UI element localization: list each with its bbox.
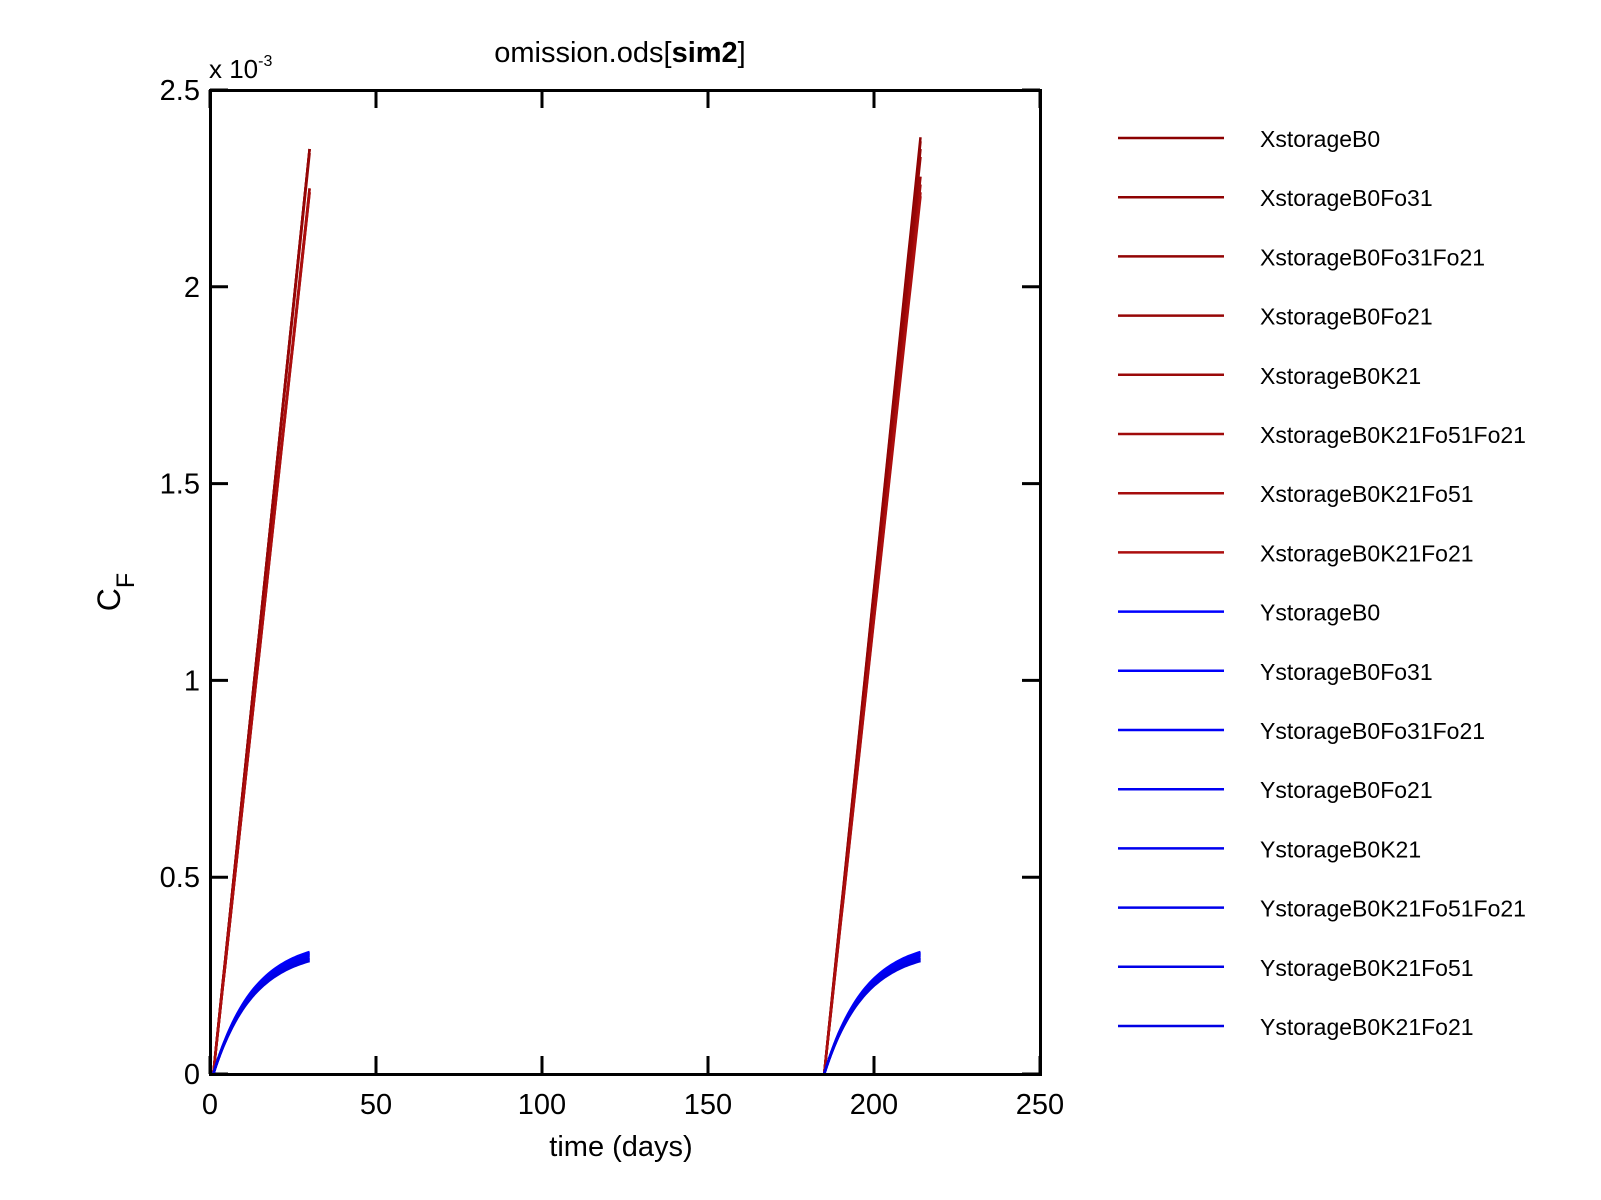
legend-label: XstorageB0K21 bbox=[1260, 363, 1421, 389]
legend-label: YstorageB0K21Fo21 bbox=[1260, 1014, 1474, 1040]
y-axis-label-sub: F bbox=[112, 573, 140, 588]
series-line bbox=[212, 192, 922, 1075]
series-line bbox=[212, 959, 921, 1075]
series-segment bbox=[823, 956, 921, 1075]
series-segment bbox=[823, 952, 921, 1075]
series-line bbox=[212, 152, 922, 1075]
series-segment bbox=[212, 958, 310, 1075]
x-tick-label: 200 bbox=[850, 1089, 898, 1121]
y-tick-label: 2 bbox=[184, 272, 200, 304]
legend-label: XstorageB0Fo31 bbox=[1260, 185, 1433, 211]
series-line bbox=[212, 148, 922, 1075]
series-line bbox=[212, 137, 922, 1075]
chart-title-end: ] bbox=[738, 37, 746, 69]
y-tick-label: 1 bbox=[184, 665, 200, 697]
series-segment bbox=[212, 959, 310, 1075]
plot-frame bbox=[209, 89, 1042, 1076]
legend-label: YstorageB0Fo21 bbox=[1260, 777, 1433, 803]
y-exponent-label: x 10-3 bbox=[209, 53, 272, 84]
y-axis-label-main: C bbox=[91, 588, 127, 611]
legend-label: XstorageB0K21Fo21 bbox=[1260, 540, 1474, 566]
legend-label: YstorageB0K21Fo51 bbox=[1260, 955, 1474, 981]
x-tick-label: 100 bbox=[518, 1089, 566, 1121]
series-line bbox=[212, 184, 922, 1075]
legend-label: XstorageB0K21Fo51Fo21 bbox=[1260, 422, 1526, 448]
legend-label: YstorageB0Fo31 bbox=[1260, 659, 1433, 685]
series-line bbox=[212, 176, 922, 1075]
chart-title-bold: sim2 bbox=[672, 37, 738, 69]
series-line bbox=[212, 957, 921, 1075]
series-segment bbox=[212, 956, 310, 1075]
series-segment bbox=[212, 953, 310, 1075]
series-line bbox=[212, 952, 921, 1075]
series-line bbox=[212, 954, 921, 1075]
series-line bbox=[212, 956, 921, 1075]
chart-title-main: omission.ods[ bbox=[494, 37, 671, 69]
y-tick-label: 0 bbox=[184, 1059, 200, 1091]
series-line bbox=[212, 192, 922, 1075]
series-line bbox=[212, 958, 921, 1075]
legend-label: YstorageB0K21Fo51Fo21 bbox=[1260, 896, 1526, 922]
y-exponent-power: -3 bbox=[258, 53, 272, 70]
legend-label: XstorageB0 bbox=[1260, 126, 1380, 152]
series-segment bbox=[823, 959, 921, 1075]
y-tick-label: 2.5 bbox=[160, 75, 200, 107]
chart-title: omission.ods[sim2] bbox=[494, 37, 745, 69]
series-segment bbox=[823, 954, 921, 1075]
plot-lines bbox=[212, 137, 922, 1075]
legend-label: YstorageB0 bbox=[1260, 600, 1380, 626]
x-tick-label: 250 bbox=[1016, 1089, 1064, 1121]
y-axis-label: CF bbox=[91, 573, 140, 611]
x-tick-label: 0 bbox=[202, 1089, 218, 1121]
legend-label: XstorageB0Fo21 bbox=[1260, 304, 1433, 330]
series-segment bbox=[823, 950, 921, 1075]
legend-label: YstorageB0Fo31Fo21 bbox=[1260, 718, 1485, 744]
legend-label: XstorageB0Fo31Fo21 bbox=[1260, 244, 1485, 270]
series-line bbox=[212, 950, 921, 1075]
series-segment bbox=[823, 953, 921, 1075]
legend-label: YstorageB0K21 bbox=[1260, 836, 1421, 862]
series-segment bbox=[212, 952, 310, 1075]
y-exponent-prefix: x 10 bbox=[209, 54, 258, 84]
series-line bbox=[212, 141, 922, 1075]
axis-tick-labels: 0 50 100 150 200 250 0 0.5 1 1.5 2 2.5 bbox=[160, 75, 1065, 1121]
x-axis-label: time (days) bbox=[549, 1131, 692, 1163]
series-segment bbox=[212, 957, 310, 1075]
series-segment bbox=[212, 950, 310, 1075]
series-segment bbox=[822, 196, 922, 1075]
series-segment bbox=[823, 957, 921, 1075]
y-tick-label: 1.5 bbox=[160, 469, 200, 501]
legend: XstorageB0 XstorageB0Fo31 XstorageB0Fo31Fo… bbox=[1118, 126, 1526, 1040]
series-line bbox=[212, 953, 921, 1075]
y-tick-label: 0.5 bbox=[160, 862, 200, 894]
series-segment bbox=[212, 192, 311, 1075]
series-segment bbox=[212, 954, 310, 1075]
legend-label: XstorageB0K21Fo51 bbox=[1260, 481, 1474, 507]
series-segment bbox=[823, 958, 921, 1075]
x-tick-label: 150 bbox=[684, 1089, 732, 1121]
x-tick-label: 50 bbox=[360, 1089, 392, 1121]
